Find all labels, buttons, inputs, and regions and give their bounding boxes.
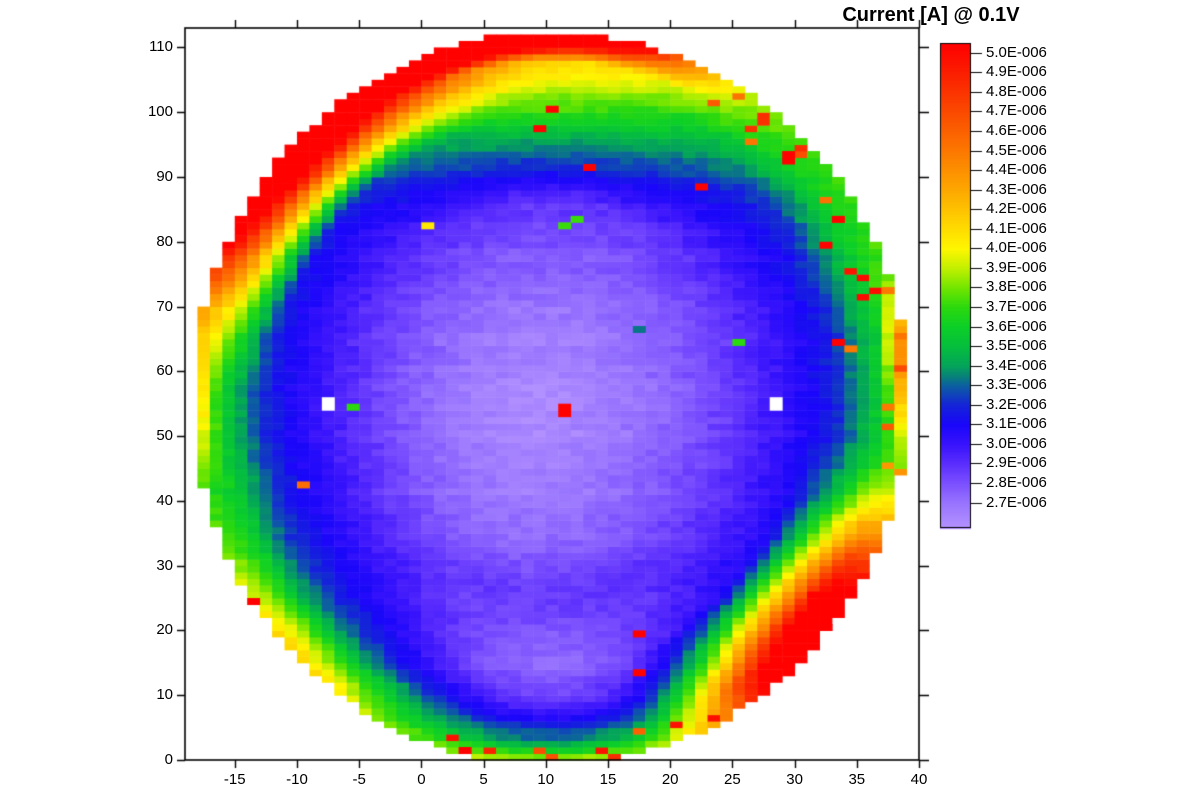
- x-axis-tick-label: 25: [724, 771, 741, 788]
- y-axis-tick-label: 110: [149, 38, 173, 56]
- x-axis-tick-label: 40: [910, 771, 928, 788]
- colorbar-tick-label: 3.5E-006: [986, 337, 1047, 355]
- x-axis-tick-label: 5: [479, 771, 488, 788]
- x-axis-tick-label: 0: [417, 771, 426, 788]
- colorbar-tick-label: 2.9E-006: [986, 454, 1047, 472]
- colorbar-tick-label: 4.7E-006: [986, 102, 1047, 120]
- colorbar-tick-label: 4.0E-006: [986, 239, 1047, 257]
- y-axis-tick-label: 90: [156, 167, 173, 185]
- colorbar-tick-label: 3.7E-006: [986, 298, 1047, 315]
- colorbar-tick-label: 3.8E-006: [986, 278, 1047, 296]
- x-axis-tick-label: 35: [848, 771, 866, 788]
- y-axis-tick-label: 20: [156, 621, 173, 639]
- y-axis-tick-label: 70: [156, 297, 173, 315]
- y-axis-tick-label: 40: [156, 491, 173, 509]
- colorbar-tick-label: 4.8E-006: [986, 82, 1047, 100]
- colorbar-tick-label: 3.0E-006: [986, 434, 1047, 452]
- x-axis-tick-label: 30: [786, 771, 803, 788]
- colorbar-tick-label: 3.3E-006: [986, 376, 1047, 394]
- x-axis-tick-label: 15: [599, 771, 617, 788]
- colorbar-tick-label: 4.1E-006: [986, 219, 1047, 237]
- colorbar-tick-label: 3.4E-006: [986, 356, 1047, 374]
- y-axis-tick-label: 30: [156, 556, 173, 574]
- colorbar-tick-label: 3.1E-006: [986, 415, 1047, 433]
- y-axis-tick-label: 10: [156, 686, 173, 704]
- x-axis-tick-label: -15: [223, 771, 246, 788]
- x-axis-tick-label: 10: [537, 771, 555, 788]
- colorbar-tick-label: 3.6E-006: [986, 317, 1047, 335]
- colorbar-tick-label: 4.2E-006: [986, 200, 1047, 218]
- colorbar-tick-label: 4.4E-006: [986, 161, 1047, 179]
- y-axis-tick-label: 100: [147, 103, 173, 121]
- y-axis-tick-label: 60: [156, 362, 173, 380]
- y-axis-tick-label: 80: [156, 232, 173, 250]
- colorbar-tick-label: 2.8E-006: [986, 474, 1047, 492]
- y-axis-tick-label: 0: [164, 751, 173, 768]
- colorbar-tick-label: 4.5E-006: [986, 141, 1047, 159]
- colorbar-tick-label: 3.2E-006: [986, 395, 1047, 413]
- colorbar-tick-label: 4.3E-006: [986, 180, 1047, 198]
- x-axis-tick-label: -10: [286, 771, 308, 788]
- colorbar-tick-label: 3.9E-006: [986, 258, 1047, 276]
- colorbar-tick-label: 4.9E-006: [986, 63, 1047, 81]
- colorbar-tick-label: 2.7E-006: [986, 493, 1047, 511]
- x-axis-tick-label: -5: [352, 771, 366, 788]
- y-axis-tick-label: 50: [156, 427, 173, 445]
- x-axis-tick-label: 20: [661, 771, 679, 788]
- colorbar-tick-label: 4.6E-006: [986, 122, 1047, 139]
- chart-title: Current [A] @ 0.1V: [842, 4, 1020, 26]
- colorbar-tick-label: 5.0E-006: [986, 43, 1047, 61]
